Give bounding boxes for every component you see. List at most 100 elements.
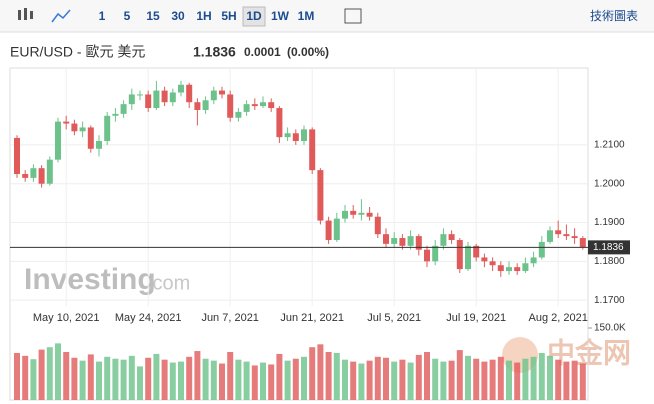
volume-bar xyxy=(325,352,332,400)
volume-tick-label: 150.0K xyxy=(594,323,626,334)
candle-body xyxy=(63,121,70,124)
volume-bar xyxy=(128,355,135,400)
candle-body xyxy=(87,127,94,149)
candle-body xyxy=(284,133,291,138)
y-tick-label: 1.1900 xyxy=(594,217,625,228)
volume-bar xyxy=(407,362,414,400)
candle-body xyxy=(407,236,414,246)
candle-body xyxy=(555,230,562,235)
candle-body xyxy=(309,129,316,171)
volume-bar xyxy=(63,352,70,400)
interval-group: 1 5 15 30 1H 5H 1D 1W 1M xyxy=(99,6,315,27)
candle-body xyxy=(432,245,439,262)
candle-body xyxy=(22,174,29,178)
candle-body xyxy=(448,234,455,240)
candle-body xyxy=(210,90,217,101)
tech-chart-link[interactable]: 技術圖表 xyxy=(590,9,638,23)
interval-button[interactable]: 5 xyxy=(124,9,131,23)
x-tick-label: Aug 2, 2021 xyxy=(529,312,588,324)
candle-body xyxy=(227,94,234,118)
x-tick-label: Jul 5, 2021 xyxy=(367,312,421,324)
candle-body xyxy=(79,127,86,132)
interval-button[interactable]: 5H xyxy=(221,9,236,23)
interval-button[interactable]: 15 xyxy=(146,9,160,23)
candle-body xyxy=(96,141,102,149)
volume-bar xyxy=(465,355,471,400)
volume-bar xyxy=(210,360,217,400)
volume-bar xyxy=(14,352,20,400)
volume-bar xyxy=(383,357,389,400)
settings-icon[interactable] xyxy=(344,8,362,24)
volume-bar xyxy=(473,358,480,400)
candle-body xyxy=(374,216,381,235)
candle-icon[interactable] xyxy=(18,8,33,20)
candle-body xyxy=(415,236,422,250)
volume-bar xyxy=(481,361,488,400)
volume-bar xyxy=(579,363,586,400)
y-tick-label: 1.2000 xyxy=(594,178,625,189)
candle-body xyxy=(235,111,242,118)
volume-bar xyxy=(415,354,422,400)
candle-body xyxy=(547,230,553,242)
volume-bar xyxy=(366,360,373,400)
candle-body xyxy=(55,121,61,160)
volume-bar xyxy=(55,343,61,400)
x-tick-label: Jun 7, 2021 xyxy=(201,312,259,324)
candle-body xyxy=(563,234,570,237)
volume-bar xyxy=(145,357,152,400)
volume-bar xyxy=(79,360,86,400)
x-tick-label: May 10, 2021 xyxy=(33,312,100,324)
interval-button[interactable]: 1 xyxy=(99,9,106,23)
interval-button[interactable]: 1H xyxy=(196,9,211,23)
line-icon[interactable] xyxy=(51,9,71,23)
volume-bar xyxy=(292,358,299,400)
candle-body xyxy=(358,212,365,215)
volume-bar xyxy=(424,352,430,400)
volume-bar xyxy=(22,355,29,400)
volume-bar xyxy=(186,356,193,400)
volume-bar xyxy=(391,361,398,400)
volume-bar xyxy=(497,356,504,400)
volume-bar xyxy=(547,355,553,400)
candle-body xyxy=(276,108,283,138)
volume-bar xyxy=(538,352,545,400)
volume-bar xyxy=(514,362,521,400)
candle-body xyxy=(186,84,193,103)
candle-body xyxy=(489,261,496,266)
candle-body xyxy=(481,257,488,262)
candle-body xyxy=(325,220,332,240)
candle-body xyxy=(333,218,340,240)
volume-bar xyxy=(120,359,127,400)
volume-bar xyxy=(71,357,78,400)
x-tick-label: May 24, 2021 xyxy=(115,312,182,324)
interval-button[interactable]: 1M xyxy=(298,9,315,23)
interval-button[interactable]: 1D xyxy=(246,9,262,23)
interval-button[interactable]: 30 xyxy=(171,9,185,23)
candle-body xyxy=(530,257,537,264)
candle-body xyxy=(178,84,184,93)
candle-body xyxy=(292,133,299,142)
candle-body xyxy=(456,239,463,270)
volume-bar xyxy=(112,358,119,400)
volume-bar xyxy=(161,359,168,400)
volume-bar xyxy=(571,360,578,400)
last-price-tag xyxy=(588,240,630,255)
volume-bar xyxy=(87,354,94,400)
candle-body xyxy=(14,137,20,175)
volume-bar xyxy=(358,363,365,400)
candle-body xyxy=(112,113,119,116)
volume-bar xyxy=(219,363,225,400)
volume-bar xyxy=(374,356,381,400)
volume-bar xyxy=(440,361,447,400)
interval-button[interactable]: 1W xyxy=(271,9,290,23)
volume-bar xyxy=(284,360,291,400)
volume-bar xyxy=(153,353,160,400)
volume-bar xyxy=(243,361,250,400)
candle-body xyxy=(145,94,152,109)
candle-body xyxy=(243,104,250,112)
last-price-label: 1.1836 xyxy=(593,242,624,253)
volume-bar xyxy=(38,349,45,400)
volume-bar xyxy=(46,347,53,400)
x-tick-label: Jul 19, 2021 xyxy=(446,312,506,324)
candle-body xyxy=(169,92,176,103)
